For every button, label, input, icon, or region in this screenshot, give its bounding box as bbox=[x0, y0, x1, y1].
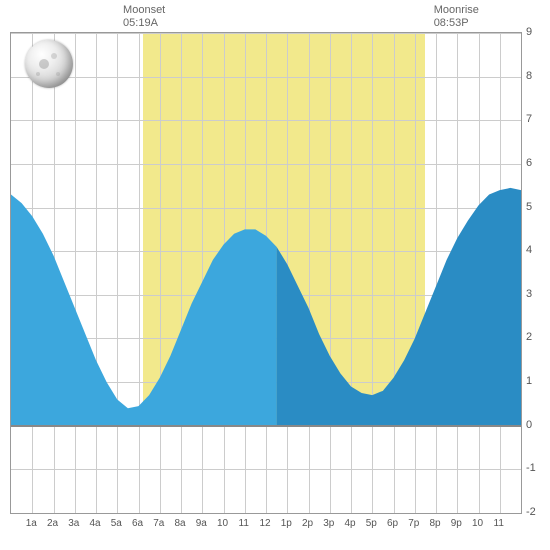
x-tick-label: 1a bbox=[26, 518, 37, 529]
x-tick-label: 3p bbox=[323, 518, 334, 529]
x-tick-label: 9p bbox=[451, 518, 462, 529]
moonrise-label: Moonrise 08:53P bbox=[434, 4, 479, 30]
tide-am-area bbox=[11, 194, 277, 425]
tide-pm-area bbox=[277, 188, 521, 426]
x-tick-label: 11 bbox=[494, 518, 504, 529]
x-tick-label: 6a bbox=[132, 518, 143, 529]
moonset-title: Moonset bbox=[123, 4, 165, 16]
plot-area bbox=[10, 32, 522, 514]
moonrise-time: 08:53P bbox=[434, 17, 469, 29]
y-tick-label: 5 bbox=[526, 201, 532, 213]
x-tick-label: 12 bbox=[259, 518, 270, 529]
x-tick-label: 3a bbox=[68, 518, 79, 529]
x-tick-label: 10 bbox=[217, 518, 228, 529]
x-tick-label: 8a bbox=[174, 518, 185, 529]
x-tick-label: 1p bbox=[281, 518, 292, 529]
y-tick-label: 3 bbox=[526, 288, 532, 300]
moon-icon bbox=[25, 40, 73, 88]
tide-chart: Moonset 05:19A Moonrise 08:53P 1a 2a 3a 4a 5… bbox=[0, 0, 550, 550]
moonset-time: 05:19A bbox=[123, 17, 158, 29]
y-tick-label: 1 bbox=[526, 375, 532, 387]
x-tick-label: 11 bbox=[239, 518, 249, 529]
x-tick-label: 6p bbox=[387, 518, 398, 529]
y-tick-label: 9 bbox=[526, 26, 532, 38]
y-tick-label: 8 bbox=[526, 70, 532, 82]
y-tick-label: 4 bbox=[526, 244, 532, 256]
y-tick-label: 0 bbox=[526, 419, 532, 431]
header-labels: Moonset 05:19A Moonrise 08:53P bbox=[0, 4, 550, 34]
x-tick-label: 10 bbox=[472, 518, 483, 529]
x-tick-label: 7p bbox=[408, 518, 419, 529]
grid-line-h bbox=[11, 513, 521, 514]
y-axis: -2-10123456789 bbox=[522, 32, 546, 512]
tide-area bbox=[11, 33, 521, 513]
y-tick-label: 2 bbox=[526, 331, 532, 343]
y-tick-label: 7 bbox=[526, 113, 532, 125]
x-tick-label: 5p bbox=[366, 518, 377, 529]
y-tick-label: -1 bbox=[526, 462, 536, 474]
zero-line bbox=[11, 425, 521, 427]
x-axis: 1a 2a 3a 4a 5a 6a 7a 8a 9a 10 11 12 1p 2p 3p 4p 5p 6p 7p 8p… bbox=[10, 518, 520, 538]
y-tick-label: -2 bbox=[526, 506, 536, 518]
x-tick-label: 9a bbox=[196, 518, 207, 529]
x-tick-label: 2p bbox=[302, 518, 313, 529]
x-tick-label: 8p bbox=[429, 518, 440, 529]
x-tick-label: 4a bbox=[89, 518, 100, 529]
x-tick-label: 4p bbox=[344, 518, 355, 529]
x-tick-label: 2a bbox=[47, 518, 58, 529]
x-tick-label: 5a bbox=[111, 518, 122, 529]
moonset-label: Moonset 05:19A bbox=[123, 4, 165, 30]
x-tick-label: 7a bbox=[153, 518, 164, 529]
y-tick-label: 6 bbox=[526, 157, 532, 169]
moonrise-title: Moonrise bbox=[434, 4, 479, 16]
